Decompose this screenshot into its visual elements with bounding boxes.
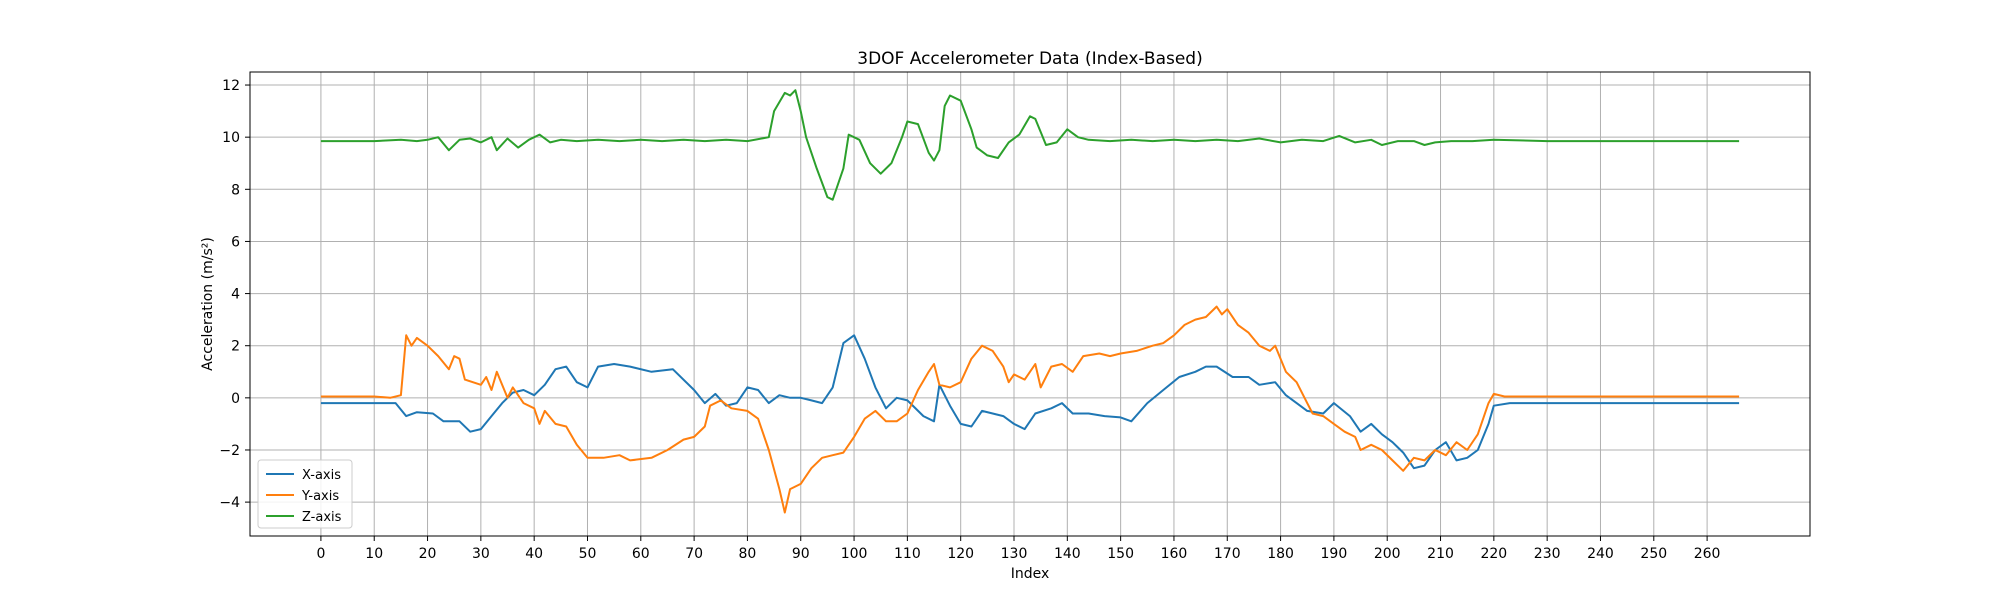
y-tick-label: 8 [231,182,240,198]
x-tick-label: 80 [739,546,757,562]
y-tick-label: 2 [231,339,240,355]
y-tick-label: 4 [231,287,240,303]
x-tick-label: 110 [894,546,921,562]
y-tick-label: 6 [231,234,240,250]
x-tick-label: 90 [792,546,810,562]
x-tick-label: 230 [1534,546,1561,562]
legend-label-z-axis: Z-axis [302,510,342,525]
y-tick-label: −2 [219,443,240,459]
x-tick-label: 250 [1640,546,1667,562]
y-tick-label: 12 [222,78,240,94]
legend-label-x-axis: X-axis [302,468,341,483]
x-tick-label: 70 [685,546,703,562]
plot-area-frame [249,71,1811,537]
x-axis-ticks: 0 10 20 30 40 50 60 70 80 90 100 110 120 130 140 150 160… [316,536,1720,562]
y-tick-label: −4 [219,495,240,511]
x-tick-label: 60 [632,546,650,562]
y-tick-label: 10 [222,130,240,146]
y-axis-label: Acceleration (m/s²) [200,237,216,371]
x-tick-label: 100 [841,546,868,562]
grid-lines [250,72,1810,536]
x-tick-label: 150 [1107,546,1134,562]
x-tick-label: 130 [1001,546,1028,562]
x-tick-label: 50 [579,546,597,562]
series-lines [320,89,1740,514]
x-tick-label: 40 [525,546,543,562]
x-tick-label: 190 [1321,546,1348,562]
x-tick-label: 220 [1480,546,1507,562]
x-tick-label: 140 [1054,546,1081,562]
y-axis-ticks: −4 −2 0 2 4 6 8 10 12 [219,78,250,511]
x-tick-label: 180 [1267,546,1294,562]
x-tick-label: 200 [1374,546,1401,562]
x-axis-label: Index [1011,566,1050,582]
series-line-x-axis [320,334,1740,470]
x-tick-label: 120 [947,546,974,562]
x-tick-label: 210 [1427,546,1454,562]
x-tick-label: 30 [472,546,490,562]
x-tick-label: 20 [419,546,437,562]
x-tick-label: 10 [365,546,383,562]
x-tick-label: 160 [1161,546,1188,562]
chart-title: 3DOF Accelerometer Data (Index-Based) [857,49,1202,69]
x-tick-label: 240 [1587,546,1614,562]
legend: X-axis Y-axis Z-axis [257,459,353,529]
y-tick-label: 0 [231,391,240,407]
x-tick-label: 170 [1214,546,1241,562]
legend-label-y-axis: Y-axis [301,489,339,504]
series-line-z-axis [320,89,1740,201]
series-line-y-axis [320,305,1740,514]
legend-box [257,459,353,529]
x-tick-label: 260 [1694,546,1721,562]
x-tick-label: 0 [316,546,325,562]
